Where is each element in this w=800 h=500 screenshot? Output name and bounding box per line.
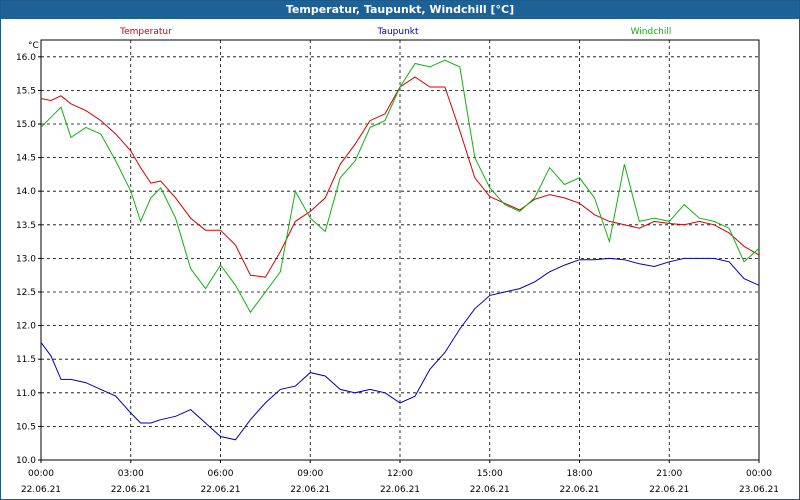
x-tick-time: 00:00 — [746, 469, 772, 479]
chart-title: Temperatur, Taupunkt, Windchill [°C] — [1, 1, 799, 19]
x-tick-date: 22.06.21 — [290, 485, 330, 495]
x-tick-date: 22.06.21 — [21, 485, 61, 495]
x-tick-time: 18:00 — [567, 469, 593, 479]
x-tick-time: 21:00 — [656, 469, 682, 479]
x-tick-date: 23.06.21 — [739, 485, 779, 495]
y-tick-label: 13.0 — [16, 254, 36, 264]
x-tick-date: 22.06.21 — [380, 485, 420, 495]
x-tick-time: 12:00 — [387, 469, 413, 479]
x-tick-time: 06:00 — [208, 469, 234, 479]
y-tick-label: 13.5 — [16, 221, 36, 231]
x-tick-date: 22.06.21 — [470, 485, 510, 495]
y-tick-label: 10.5 — [16, 422, 36, 432]
x-axis: 00:00 22.06.21 03:00 22.06.21 06:00 22.06.21 0… — [21, 460, 779, 495]
y-tick-label: 14.5 — [16, 154, 36, 164]
x-tick-date: 22.06.21 — [200, 485, 240, 495]
legend-taupunkt: Taupunkt — [376, 27, 419, 37]
series-temperatur — [40, 76, 760, 278]
y-tick-label: 10.0 — [16, 456, 36, 466]
grid — [41, 40, 759, 460]
y-axis-label: °C — [28, 41, 39, 51]
legend-windchill: Windchill — [631, 27, 672, 37]
y-tick-label: 16.0 — [16, 53, 36, 63]
y-tick-label: 15.0 — [16, 120, 36, 130]
x-tick-date: 22.06.21 — [649, 485, 689, 495]
x-tick-date: 22.06.21 — [111, 485, 151, 495]
y-tick-label: 12.5 — [16, 288, 36, 298]
y-tick-label: 11.0 — [16, 389, 36, 399]
legend-temperatur: Temperatur — [119, 27, 172, 37]
y-tick-label: 15.5 — [16, 86, 36, 96]
y-tick-label: 11.5 — [16, 355, 36, 365]
x-tick-time: 09:00 — [297, 469, 323, 479]
x-tick-time: 03:00 — [118, 469, 144, 479]
x-tick-time: 00:00 — [28, 469, 54, 479]
series-taupunkt — [40, 257, 760, 441]
x-tick-date: 22.06.21 — [559, 485, 599, 495]
y-axis: 10.0 10.5 11.0 11.5 12.0 12.5 13.0 13.5 14.0 14.5… — [16, 53, 41, 466]
series-windchill — [40, 59, 760, 314]
series-group — [40, 59, 760, 441]
y-tick-label: 14.0 — [16, 187, 36, 197]
y-tick-label: 12.0 — [16, 322, 36, 332]
x-tick-time: 15:00 — [477, 469, 503, 479]
legend: Temperatur Taupunkt Windchill — [119, 27, 671, 37]
